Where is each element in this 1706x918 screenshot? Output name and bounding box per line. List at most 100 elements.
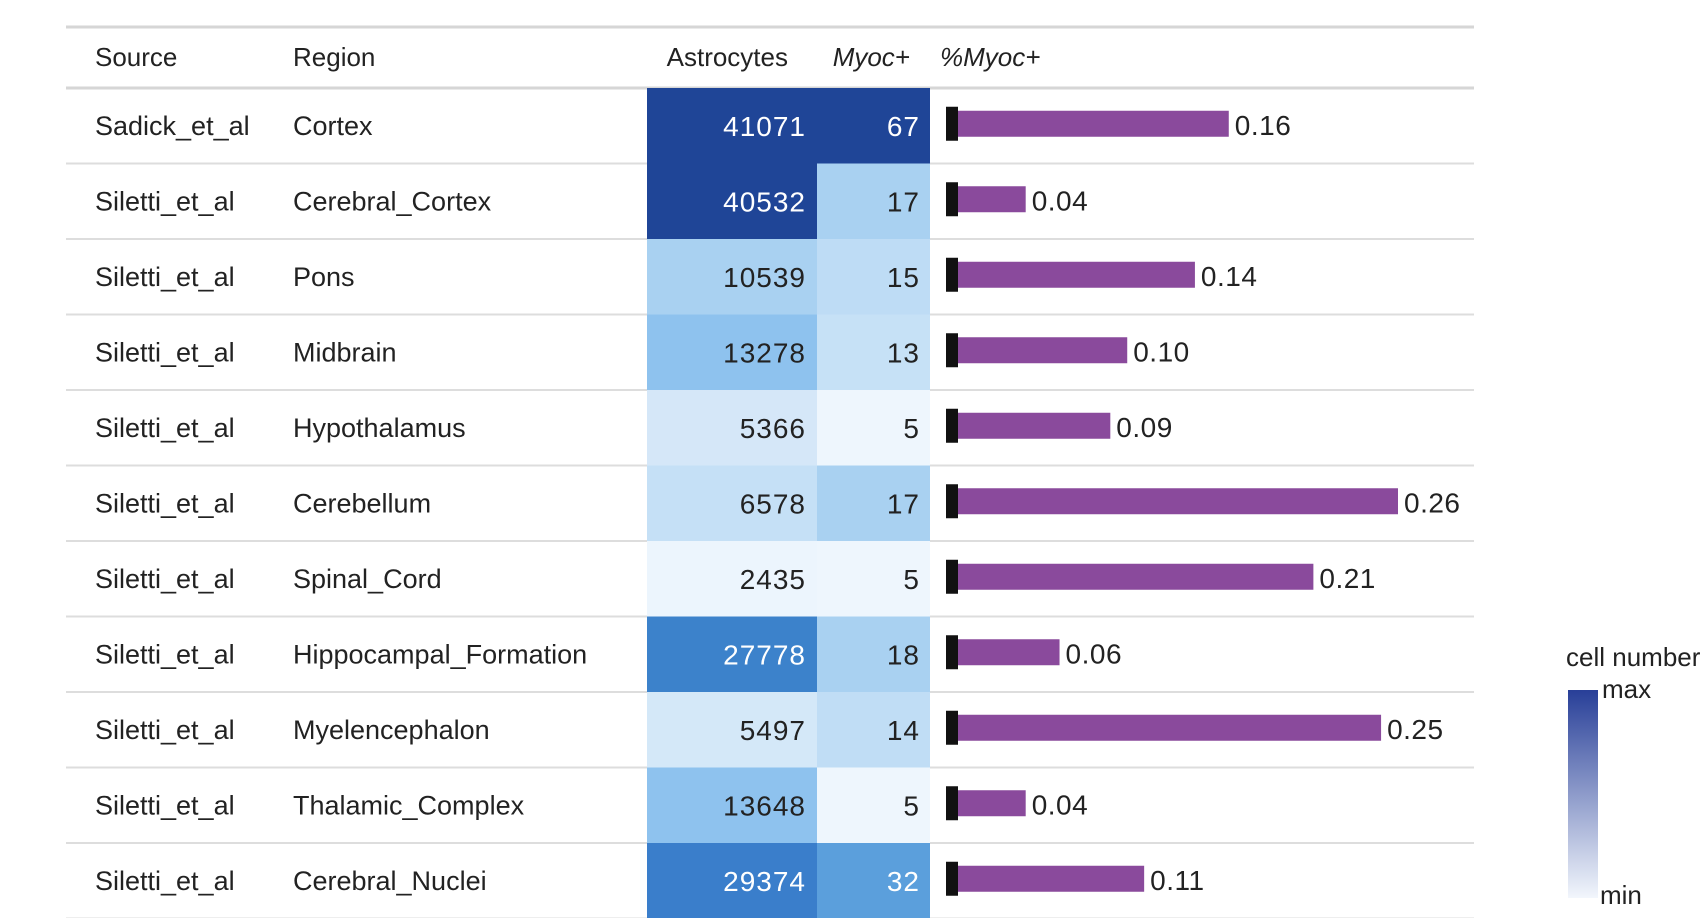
pct-bar <box>958 714 1382 741</box>
astrocytes-cell <box>647 541 817 617</box>
bar-baseline-marker <box>946 333 958 368</box>
astrocytes-value: 5366 <box>740 413 806 444</box>
pct-bar <box>958 337 1128 364</box>
myoc-cell <box>817 843 930 918</box>
source-cell: Siletti_et_al <box>95 337 235 367</box>
header-pct-myoc: %Myoc+ <box>940 42 1040 72</box>
astrocytes-cell <box>647 767 817 843</box>
region-cell: Cerebellum <box>293 488 431 518</box>
myoc-value: 17 <box>887 488 920 519</box>
myoc-value: 5 <box>903 564 920 595</box>
region-cell: Myelencephalon <box>293 715 490 745</box>
astrocytes-value: 41071 <box>723 111 806 142</box>
region-cell: Hypothalamus <box>293 413 466 443</box>
myoc-cell <box>817 767 930 843</box>
pct-bar <box>958 488 1398 515</box>
myoc-value: 5 <box>903 790 920 821</box>
myoc-value: 32 <box>887 866 920 897</box>
table-row: Siletti_et_al Cerebral_Cortex 40532 17 0.04 <box>95 182 1088 217</box>
astrocytes-value: 13648 <box>723 790 806 821</box>
region-cell: Pons <box>293 262 355 292</box>
table-row: Siletti_et_al Cerebellum 6578 17 0.26 <box>95 484 1461 519</box>
pct-value-label: 0.09 <box>1116 412 1173 443</box>
astrocytes-value: 5497 <box>740 715 806 746</box>
myoc-value: 15 <box>887 262 920 293</box>
source-cell: Siletti_et_al <box>95 790 235 820</box>
pct-value-label: 0.21 <box>1319 563 1376 594</box>
bar-baseline-marker <box>946 257 958 292</box>
myoc-value: 5 <box>903 413 920 444</box>
astrocytes-value: 13278 <box>723 337 806 368</box>
table-row: Siletti_et_al Hypothalamus 5366 5 0.09 <box>95 408 1173 444</box>
pct-value-label: 0.11 <box>1150 865 1204 896</box>
pct-bar <box>958 790 1026 817</box>
header-source: Source <box>95 42 177 72</box>
bar-baseline-marker <box>946 710 958 745</box>
region-cell: Thalamic_Complex <box>293 790 525 820</box>
legend-gradient-bar <box>1568 690 1598 898</box>
myoc-cell <box>817 88 930 164</box>
legend-max-label: max <box>1602 674 1651 704</box>
source-cell: Sadick_et_al <box>95 111 250 141</box>
table-row: Siletti_et_al Spinal_Cord 2435 5 0.21 <box>95 559 1376 595</box>
myoc-cell <box>817 314 930 390</box>
myoc-cell <box>817 541 930 617</box>
pct-value-label: 0.10 <box>1133 336 1190 367</box>
astrocytes-cell <box>647 314 817 390</box>
astrocytes-value: 2435 <box>740 564 806 595</box>
myoc-cell <box>817 239 930 315</box>
pct-value-label: 0.26 <box>1404 487 1461 518</box>
astrocytes-cell <box>647 239 817 315</box>
astrocytes-value: 10539 <box>723 262 806 293</box>
legend-title: cell number <box>1566 642 1701 672</box>
header-myoc: Myoc+ <box>833 42 910 72</box>
source-cell: Siletti_et_al <box>95 262 235 292</box>
region-cell: Cerebral_Cortex <box>293 186 492 216</box>
astrocytes-value: 27778 <box>723 639 806 670</box>
bar-baseline-marker <box>946 182 958 217</box>
table-row: Siletti_et_al Midbrain 13278 13 0.10 <box>95 333 1190 368</box>
region-cell: Spinal_Cord <box>293 564 442 594</box>
astrocytes-cell <box>647 465 817 541</box>
source-cell: Siletti_et_al <box>95 488 235 518</box>
source-cell: Siletti_et_al <box>95 866 235 896</box>
astrocytes-value: 29374 <box>723 866 806 897</box>
pct-bar <box>958 261 1195 288</box>
region-cell: Hippocampal_Formation <box>293 639 587 669</box>
astrocytes-cell <box>647 390 817 466</box>
pct-value-label: 0.06 <box>1066 638 1123 669</box>
pct-bar <box>958 865 1145 892</box>
table-cells <box>647 88 930 918</box>
myoc-value: 17 <box>887 186 920 217</box>
source-cell: Siletti_et_al <box>95 715 235 745</box>
region-cell: Midbrain <box>293 337 397 367</box>
astrocytes-cell <box>647 88 817 164</box>
myoc-value: 67 <box>887 111 920 142</box>
region-cell: Cortex <box>293 111 373 141</box>
source-cell: Siletti_et_al <box>95 413 235 443</box>
pct-value-label: 0.16 <box>1235 110 1292 141</box>
myoc-cell <box>817 163 930 239</box>
myoc-cell <box>817 692 930 768</box>
bar-baseline-marker <box>946 408 958 443</box>
pct-bar <box>958 110 1229 137</box>
myoc-cell <box>817 390 930 466</box>
pct-value-label: 0.04 <box>1032 789 1089 820</box>
color-legend: cell number max min <box>1566 642 1701 910</box>
astrocytes-value: 6578 <box>740 488 806 519</box>
pct-bar <box>958 412 1111 439</box>
bar-baseline-marker <box>946 861 958 896</box>
pct-value-label: 0.14 <box>1201 261 1258 292</box>
pct-value-label: 0.25 <box>1387 714 1444 745</box>
header-region: Region <box>293 42 375 72</box>
myoc-value: 18 <box>887 639 920 670</box>
bar-baseline-marker <box>946 786 958 821</box>
table-row: Siletti_et_al Myelencephalon 5497 14 0.25 <box>95 710 1444 746</box>
myoc-cell <box>817 465 930 541</box>
source-cell: Siletti_et_al <box>95 564 235 594</box>
pct-bar <box>958 563 1314 590</box>
bar-baseline-marker <box>946 559 958 594</box>
table-row: Siletti_et_al Thalamic_Complex 13648 5 0.04 <box>95 786 1088 821</box>
table-row: Siletti_et_al Cerebral_Nuclei 29374 32 0.11 <box>95 861 1204 897</box>
